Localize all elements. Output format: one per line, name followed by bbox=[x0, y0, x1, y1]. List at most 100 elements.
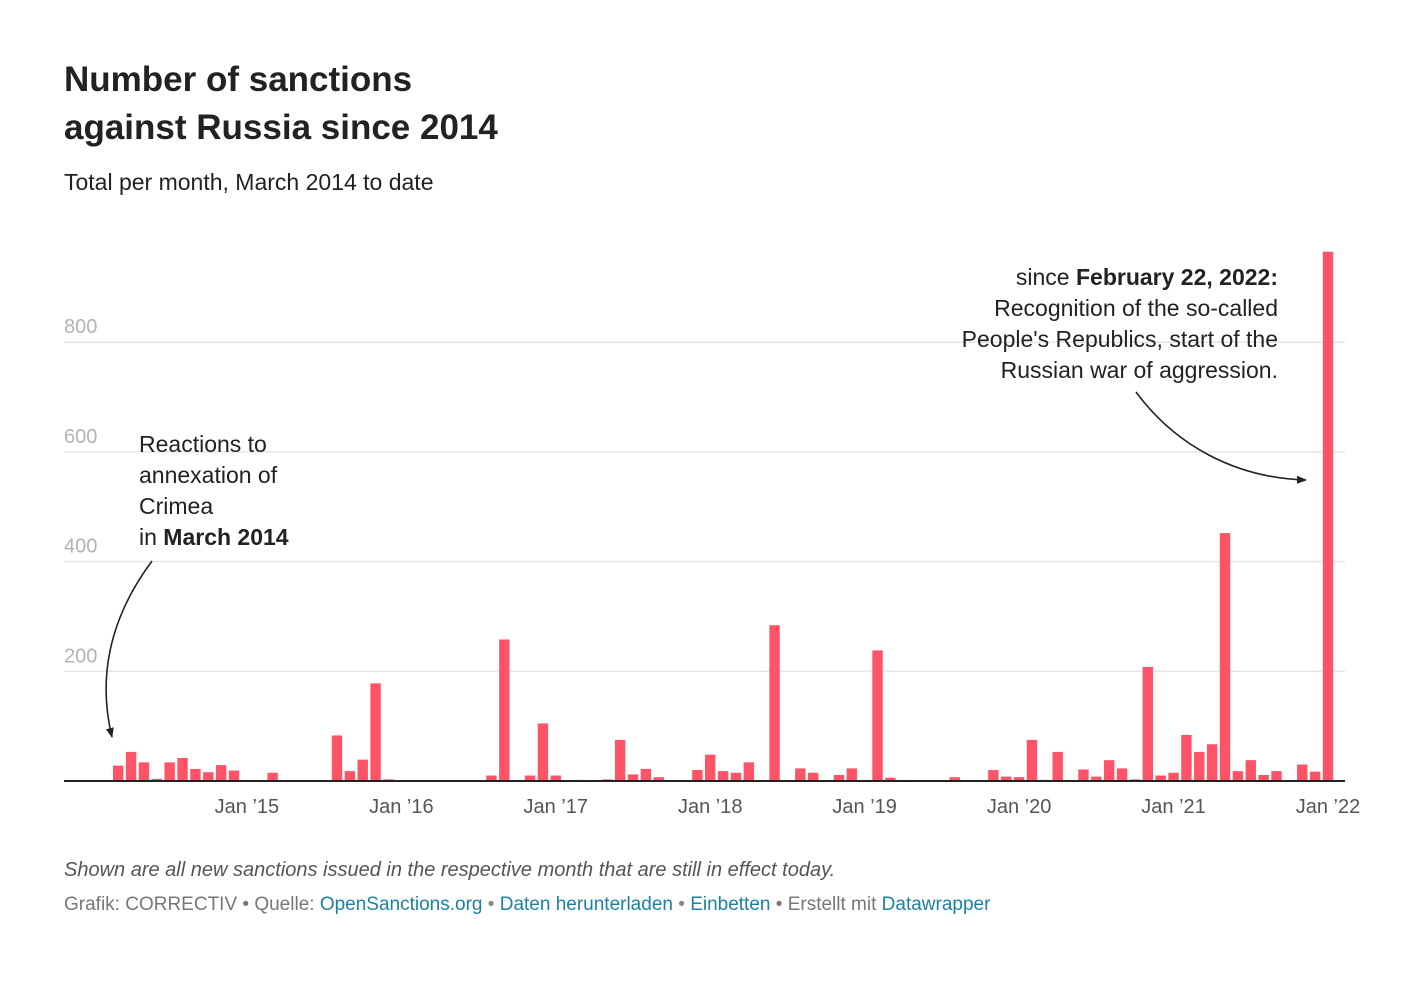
bar-2022-01 bbox=[1322, 251, 1334, 781]
bar-2020-12 bbox=[1155, 775, 1166, 781]
bar-2016-08 bbox=[486, 775, 497, 781]
bar-2016-12 bbox=[537, 723, 549, 781]
bar-2014-06 bbox=[151, 778, 163, 781]
bar-2020-04 bbox=[1052, 751, 1063, 781]
y-tick-label: 400 bbox=[64, 536, 97, 558]
annotation-war-line3: People's Republics, start of the bbox=[962, 326, 1278, 352]
footer-separator-2: • bbox=[672, 894, 691, 915]
annotation-crimea-line4-prefix: in bbox=[139, 524, 163, 550]
y-tick-labels: 200 400 600 800 bbox=[64, 316, 97, 667]
annotation-crimea-line4: in March 2014 bbox=[139, 524, 289, 550]
bar-2021-01 bbox=[1168, 772, 1179, 781]
x-tick-label: Jan ’20 bbox=[987, 796, 1052, 818]
bar-2016-09 bbox=[499, 639, 510, 781]
x-tick-label: Jan ’22 bbox=[1296, 796, 1361, 818]
y-tick-label: 800 bbox=[64, 316, 97, 338]
bar-2015-08 bbox=[331, 735, 343, 781]
annotation-crimea-line3: Crimea bbox=[139, 493, 213, 519]
bar-2014-03 bbox=[113, 765, 124, 781]
datawrapper-link[interactable]: Datawrapper bbox=[881, 894, 991, 915]
credit-prefix: Grafik: CORRECTIV • Quelle: bbox=[64, 894, 320, 915]
bar-2019-11 bbox=[988, 770, 999, 781]
download-data-link[interactable]: Daten herunterladen bbox=[499, 894, 673, 915]
bar-2017-01 bbox=[550, 775, 561, 781]
bar-2014-07 bbox=[164, 762, 175, 781]
bar-2017-09 bbox=[653, 777, 664, 781]
bar-2017-08 bbox=[640, 768, 652, 781]
bar-2019-12 bbox=[1001, 776, 1012, 781]
bar-2018-04 bbox=[743, 762, 755, 781]
bar-2018-11 bbox=[833, 774, 845, 781]
bar-2014-12 bbox=[228, 770, 240, 781]
annotation-war-arrow bbox=[1135, 391, 1307, 484]
x-tick-label: Jan ’15 bbox=[215, 796, 280, 818]
bar-2018-02 bbox=[717, 771, 729, 781]
chart-title: Number of sanctions against Russia since… bbox=[64, 56, 624, 152]
bar-2020-01 bbox=[1013, 777, 1025, 781]
annotation-crimea-line4-bold: March 2014 bbox=[163, 524, 289, 550]
bar-2014-11 bbox=[215, 765, 227, 781]
x-tick-label: Jan ’19 bbox=[832, 796, 897, 818]
bar-2021-11 bbox=[1297, 764, 1308, 781]
bar-2020-08 bbox=[1103, 760, 1115, 781]
bar-2014-05 bbox=[138, 762, 150, 781]
bar-2020-02 bbox=[1026, 739, 1038, 781]
annotation-war-line1: since February 22, 2022: bbox=[1016, 264, 1278, 290]
bar-2021-02 bbox=[1181, 734, 1192, 781]
bar-2019-02 bbox=[872, 650, 883, 781]
bar-2019-08 bbox=[949, 777, 960, 781]
x-tick-label: Jan ’16 bbox=[369, 796, 434, 818]
bars bbox=[113, 251, 1334, 781]
bar-2020-11 bbox=[1142, 666, 1153, 781]
bar-2014-08 bbox=[177, 757, 188, 781]
bar-2017-06 bbox=[614, 739, 626, 781]
chart-footer: Grafik: CORRECTIV • Quelle: OpenSanction… bbox=[64, 892, 990, 918]
annotation-war-line2: Recognition of the so-called bbox=[994, 295, 1278, 321]
chart-note: Shown are all new sanctions issued in th… bbox=[64, 859, 836, 881]
embed-link[interactable]: Einbetten bbox=[690, 894, 771, 915]
annotation-crimea-line1: Reactions to bbox=[139, 431, 267, 457]
bar-2021-12 bbox=[1309, 771, 1321, 781]
bar-2014-10 bbox=[203, 772, 214, 781]
annotation-crimea: Reactions to annexation of Crimea in Mar… bbox=[139, 431, 289, 550]
bar-2018-03 bbox=[730, 772, 742, 781]
chart-title-line1: Number of sanctions bbox=[64, 60, 413, 99]
bar-2017-07 bbox=[627, 774, 639, 781]
bar-2018-06 bbox=[769, 625, 780, 781]
annotation-crimea-line2: annexation of bbox=[139, 462, 278, 488]
bar-2021-09 bbox=[1271, 771, 1282, 781]
y-gridlines bbox=[64, 341, 1345, 673]
bar-2020-06 bbox=[1078, 769, 1089, 781]
annotation-crimea-arrow bbox=[105, 560, 153, 738]
x-tick-label: Jan ’18 bbox=[678, 796, 743, 818]
x-tick-label: Jan ’17 bbox=[524, 796, 589, 818]
bar-2021-07 bbox=[1245, 760, 1256, 781]
y-tick-label: 200 bbox=[64, 645, 97, 667]
bar-2015-03 bbox=[267, 772, 278, 781]
footer-separator-1: • bbox=[482, 894, 500, 915]
annotation-war-line4: Russian war of aggression. bbox=[1001, 357, 1278, 383]
bar-2020-07 bbox=[1091, 776, 1102, 781]
source-link[interactable]: OpenSanctions.org bbox=[319, 894, 483, 915]
made-with-prefix: • Erstellt mit bbox=[770, 894, 882, 915]
annotation-war-line1-bold: February 22, 2022: bbox=[1076, 264, 1278, 290]
bar-2021-03 bbox=[1194, 751, 1205, 781]
bar-2014-04 bbox=[125, 751, 137, 781]
bar-2021-08 bbox=[1258, 774, 1269, 781]
chart-title-line2: against Russia since 2014 bbox=[64, 108, 498, 147]
bar-2015-09 bbox=[344, 771, 356, 781]
bar-2018-09 bbox=[807, 772, 819, 781]
annotation-war: since February 22, 2022: Recognition of … bbox=[962, 264, 1278, 383]
bar-2016-11 bbox=[524, 775, 536, 781]
bar-2014-09 bbox=[190, 768, 201, 781]
bar-2017-12 bbox=[692, 770, 703, 781]
bar-2021-06 bbox=[1232, 771, 1244, 781]
y-tick-label: 600 bbox=[64, 426, 97, 448]
x-tick-labels: Jan ’15 Jan ’16 Jan ’17 Jan ’18 Jan ’19 Jan ’… bbox=[215, 796, 1361, 818]
bar-2015-10 bbox=[357, 759, 368, 781]
bar-2020-09 bbox=[1116, 768, 1128, 781]
bar-2015-11 bbox=[370, 683, 381, 781]
bar-2021-05 bbox=[1219, 533, 1231, 781]
bar-2018-01 bbox=[705, 754, 716, 781]
